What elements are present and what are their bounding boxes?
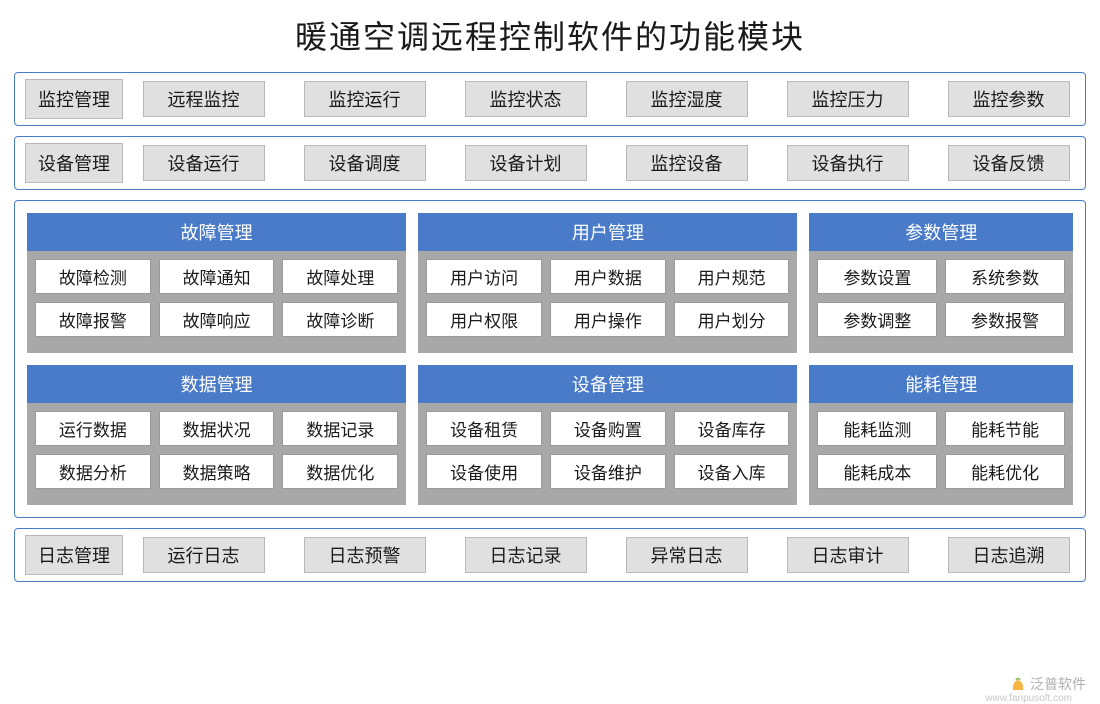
row-label-device-top: 设备管理 xyxy=(25,143,123,183)
card-header-param: 参数管理 xyxy=(809,213,1073,251)
card-item: 设备入库 xyxy=(674,454,790,489)
card-item: 数据分析 xyxy=(35,454,151,489)
row-device-top: 设备管理 设备运行 设备调度 设备计划 监控设备 设备执行 设备反馈 xyxy=(14,136,1086,190)
card-body-user: 用户访问 用户数据 用户规范 用户权限 用户操作 用户划分 xyxy=(418,251,797,345)
card-item: 用户规范 xyxy=(674,259,790,294)
card-item: 用户访问 xyxy=(426,259,542,294)
row-item: 日志审计 xyxy=(787,537,909,573)
card-item: 用户权限 xyxy=(426,302,542,337)
row-items-device-top: 设备运行 设备调度 设备计划 监控设备 设备执行 设备反馈 xyxy=(137,145,1075,181)
row-items-log: 运行日志 日志预警 日志记录 异常日志 日志审计 日志追溯 xyxy=(137,537,1075,573)
card-item: 运行数据 xyxy=(35,411,151,446)
card-item: 数据记录 xyxy=(282,411,398,446)
card-device2: 设备管理 设备租赁 设备购置 设备库存 设备使用 设备维护 设备入库 xyxy=(418,365,797,505)
row-item: 设备运行 xyxy=(143,145,265,181)
card-item: 参数报警 xyxy=(945,302,1065,337)
row-item: 设备执行 xyxy=(787,145,909,181)
card-item: 参数调整 xyxy=(817,302,937,337)
row-item: 日志追溯 xyxy=(948,537,1070,573)
card-header-data: 数据管理 xyxy=(27,365,406,403)
row-item: 监控压力 xyxy=(787,81,909,117)
row-item: 日志预警 xyxy=(304,537,426,573)
row-item: 运行日志 xyxy=(143,537,265,573)
card-header-fault: 故障管理 xyxy=(27,213,406,251)
row-item: 异常日志 xyxy=(626,537,748,573)
card-body-param: 参数设置 系统参数 参数调整 参数报警 xyxy=(809,251,1073,345)
row-item: 监控湿度 xyxy=(626,81,748,117)
card-item: 数据状况 xyxy=(159,411,275,446)
card-item: 故障诊断 xyxy=(282,302,398,337)
row-item: 监控运行 xyxy=(304,81,426,117)
card-item: 用户数据 xyxy=(550,259,666,294)
card-item: 设备库存 xyxy=(674,411,790,446)
watermark-url: www.fanpusoft.com xyxy=(985,693,1072,704)
card-param: 参数管理 参数设置 系统参数 参数调整 参数报警 xyxy=(809,213,1073,353)
card-item: 数据优化 xyxy=(282,454,398,489)
card-item: 故障报警 xyxy=(35,302,151,337)
card-item: 设备使用 xyxy=(426,454,542,489)
card-item: 设备购置 xyxy=(550,411,666,446)
card-item: 参数设置 xyxy=(817,259,937,294)
row-item: 日志记录 xyxy=(465,537,587,573)
card-item: 故障处理 xyxy=(282,259,398,294)
card-body-device2: 设备租赁 设备购置 设备库存 设备使用 设备维护 设备入库 xyxy=(418,403,797,497)
logo-icon xyxy=(1010,676,1026,692)
card-item: 能耗节能 xyxy=(945,411,1065,446)
row-monitor: 监控管理 远程监控 监控运行 监控状态 监控湿度 监控压力 监控参数 xyxy=(14,72,1086,126)
card-energy: 能耗管理 能耗监测 能耗节能 能耗成本 能耗优化 xyxy=(809,365,1073,505)
card-item: 能耗成本 xyxy=(817,454,937,489)
card-item: 能耗监测 xyxy=(817,411,937,446)
card-item: 故障响应 xyxy=(159,302,275,337)
row-item: 设备调度 xyxy=(304,145,426,181)
card-header-device2: 设备管理 xyxy=(418,365,797,403)
card-body-energy: 能耗监测 能耗节能 能耗成本 能耗优化 xyxy=(809,403,1073,497)
card-body-fault: 故障检测 故障通知 故障处理 故障报警 故障响应 故障诊断 xyxy=(27,251,406,345)
grid-container: 故障管理 故障检测 故障通知 故障处理 故障报警 故障响应 故障诊断 用户管理 … xyxy=(14,200,1086,518)
row-label-log: 日志管理 xyxy=(25,535,123,575)
card-header-energy: 能耗管理 xyxy=(809,365,1073,403)
card-item: 故障检测 xyxy=(35,259,151,294)
watermark: 泛普软件 www.fanpusoft.com xyxy=(1010,674,1086,694)
card-item: 能耗优化 xyxy=(945,454,1065,489)
grid-row-1: 故障管理 故障检测 故障通知 故障处理 故障报警 故障响应 故障诊断 用户管理 … xyxy=(27,213,1073,353)
card-item: 用户操作 xyxy=(550,302,666,337)
card-item: 设备租赁 xyxy=(426,411,542,446)
row-item: 设备计划 xyxy=(465,145,587,181)
card-data: 数据管理 运行数据 数据状况 数据记录 数据分析 数据策略 数据优化 xyxy=(27,365,406,505)
card-header-user: 用户管理 xyxy=(418,213,797,251)
grid-row-2: 数据管理 运行数据 数据状况 数据记录 数据分析 数据策略 数据优化 设备管理 … xyxy=(27,365,1073,505)
card-user: 用户管理 用户访问 用户数据 用户规范 用户权限 用户操作 用户划分 xyxy=(418,213,797,353)
card-item: 用户划分 xyxy=(674,302,790,337)
row-item: 设备反馈 xyxy=(948,145,1070,181)
row-item: 监控状态 xyxy=(465,81,587,117)
card-item: 数据策略 xyxy=(159,454,275,489)
watermark-text: 泛普软件 xyxy=(1030,674,1086,694)
row-item: 远程监控 xyxy=(143,81,265,117)
card-item: 系统参数 xyxy=(945,259,1065,294)
card-item: 设备维护 xyxy=(550,454,666,489)
row-items-monitor: 远程监控 监控运行 监控状态 监控湿度 监控压力 监控参数 xyxy=(137,81,1075,117)
row-item: 监控参数 xyxy=(948,81,1070,117)
card-fault: 故障管理 故障检测 故障通知 故障处理 故障报警 故障响应 故障诊断 xyxy=(27,213,406,353)
page-title: 暖通空调远程控制软件的功能模块 xyxy=(14,12,1086,58)
row-item: 监控设备 xyxy=(626,145,748,181)
card-item: 故障通知 xyxy=(159,259,275,294)
card-body-data: 运行数据 数据状况 数据记录 数据分析 数据策略 数据优化 xyxy=(27,403,406,497)
row-log: 日志管理 运行日志 日志预警 日志记录 异常日志 日志审计 日志追溯 xyxy=(14,528,1086,582)
row-label-monitor: 监控管理 xyxy=(25,79,123,119)
